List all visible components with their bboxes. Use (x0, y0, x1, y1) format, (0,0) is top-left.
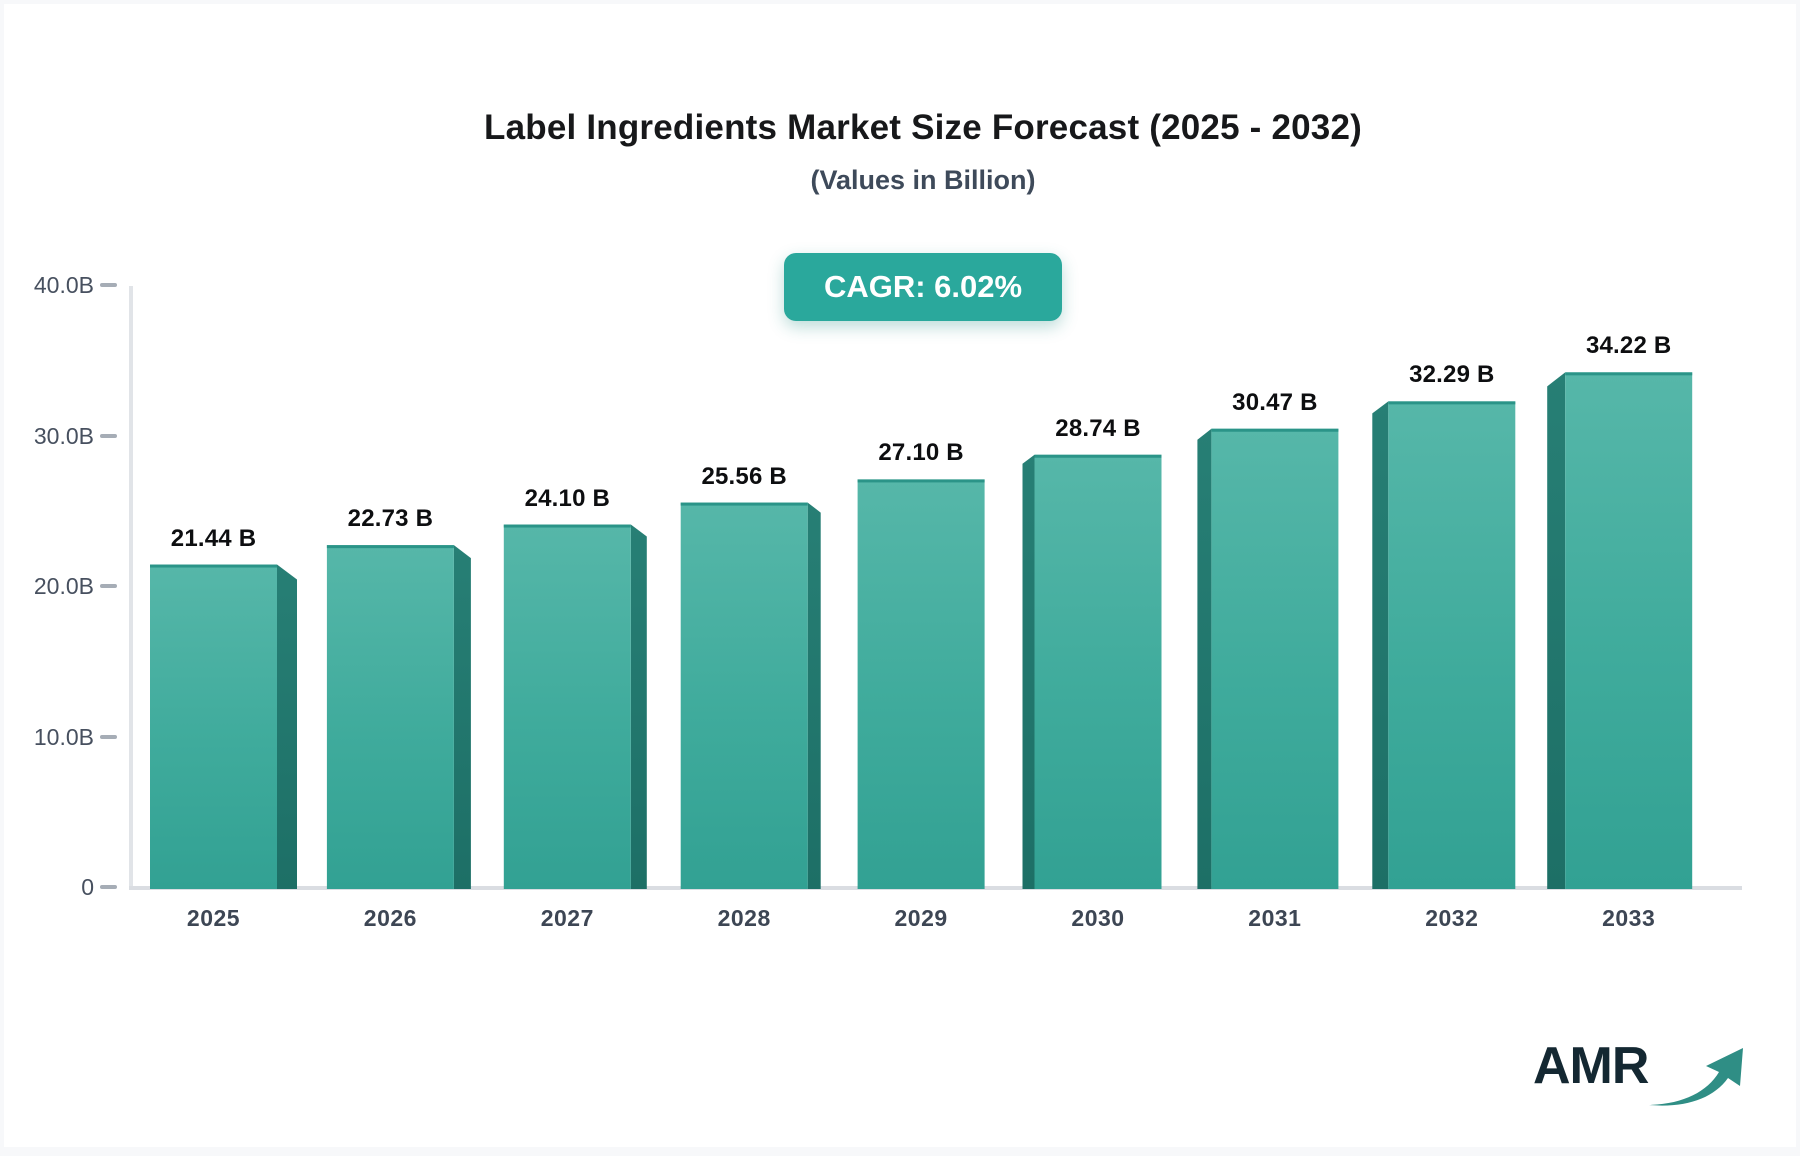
x-tick-label-2026: 2026 (363, 905, 417, 931)
value-label-2032: 32.29 B (1409, 361, 1495, 389)
value-label-2026: 22.73 B (347, 505, 434, 533)
x-tick-label-2027: 2027 (540, 905, 594, 931)
value-label-2029: 27.10 B (878, 439, 964, 467)
y-tick-label-20.0B: 20.0B (33, 573, 94, 600)
x-tick-label-2025: 2025 (186, 905, 241, 931)
x-tick-label-2033: 2033 (1602, 905, 1656, 931)
y-tick-label-0: 0 (81, 874, 94, 900)
amr-logo-text: AMR (1533, 1037, 1649, 1095)
y-tick-mark (100, 283, 117, 288)
value-label-2025: 21.44 B (170, 524, 257, 552)
x-tick-label-2028: 2028 (717, 905, 771, 931)
y-tick-label-40.0B: 40.0B (33, 272, 94, 299)
x-tick-label-2032: 2032 (1425, 905, 1479, 931)
growth-arrow-icon (1649, 1048, 1743, 1106)
x-tick-label-2029: 2029 (894, 905, 948, 931)
y-tick-mark (100, 734, 117, 739)
chart-title: Label Ingredients Market Size Forecast (… (484, 108, 1362, 147)
amr-logo: AMR (1533, 1036, 1743, 1116)
value-label-2031: 30.47 B (1232, 388, 1318, 416)
x-axis-line (129, 886, 1742, 890)
y-tick-label-30.0B: 30.0B (33, 422, 94, 449)
y-tick-mark (100, 584, 117, 589)
value-label-2030: 28.74 B (1055, 414, 1141, 442)
x-tick-label-2031: 2031 (1248, 905, 1302, 931)
cagr-badge: CAGR: 6.02% (783, 253, 1063, 321)
cagr-badge-container: CAGR: 6.02% (46, 253, 1800, 321)
y-tick-mark (100, 433, 117, 438)
chart-subtitle: (Values in Billion) (810, 165, 1036, 195)
value-label-2033: 34.22 B (1585, 332, 1672, 360)
y-axis-line (129, 286, 133, 890)
x-tick-label-2030: 2030 (1071, 905, 1125, 931)
y-tick-mark (100, 885, 117, 889)
value-label-2028: 25.56 B (701, 462, 787, 490)
value-label-2027: 24.10 B (524, 484, 611, 512)
y-tick-label-10.0B: 10.0B (33, 723, 94, 750)
